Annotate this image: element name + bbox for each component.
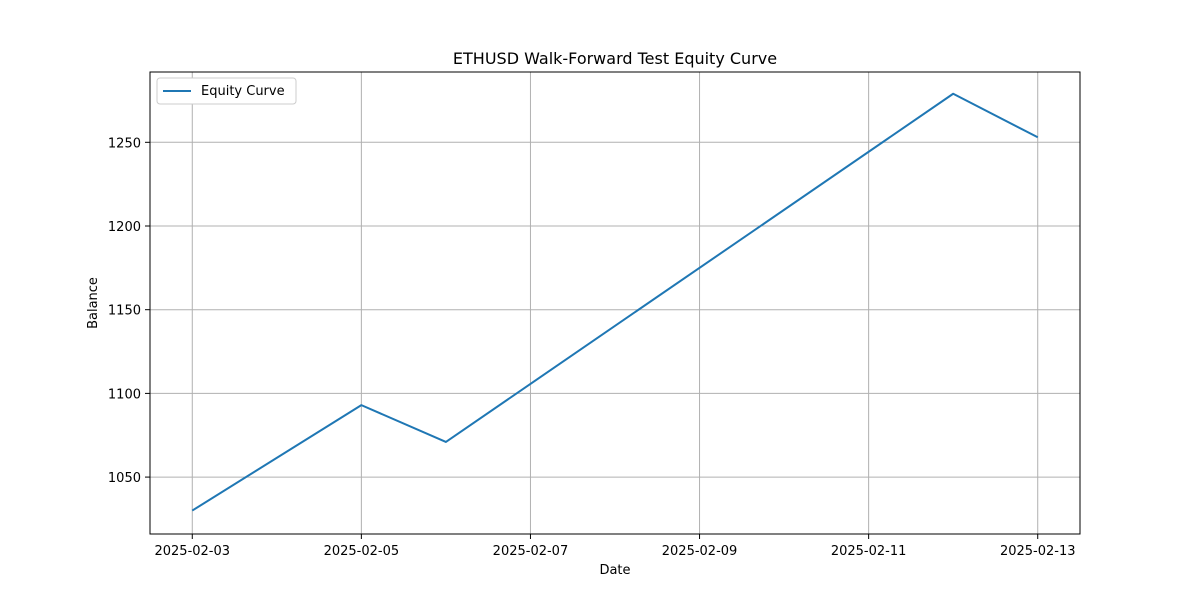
x-tick-label: 2025-02-03 (154, 544, 230, 559)
tick-layer: 2025-02-03 2025-02-05 2025-02-07 2025-02-09… (108, 136, 1076, 559)
plot-frame (149, 71, 1081, 535)
legend-box (156, 77, 297, 105)
y-tick-label: 1050 (108, 471, 141, 486)
series-layer (191, 92, 1039, 512)
y-tick-label: 1200 (108, 220, 141, 235)
legend: Equity Curve (156, 77, 297, 105)
x-tick-label: 2025-02-07 (493, 544, 569, 559)
y-tick-label: 1250 (108, 136, 141, 151)
y-axis-label: Balance (86, 277, 101, 329)
legend-label: Equity Curve (201, 84, 285, 99)
equity-curve-line (191, 92, 1039, 512)
y-tick-label: 1150 (108, 304, 141, 319)
y-tick-label: 1100 (108, 387, 141, 402)
x-axis-label: Date (599, 563, 630, 578)
grid-layer (150, 72, 1080, 534)
x-tick-label: 2025-02-13 (1000, 544, 1076, 559)
x-tick-label: 2025-02-09 (662, 544, 738, 559)
x-tick-label: 2025-02-11 (831, 544, 907, 559)
x-tick-label: 2025-02-05 (324, 544, 400, 559)
chart-title: ETHUSD Walk-Forward Test Equity Curve (453, 49, 777, 68)
